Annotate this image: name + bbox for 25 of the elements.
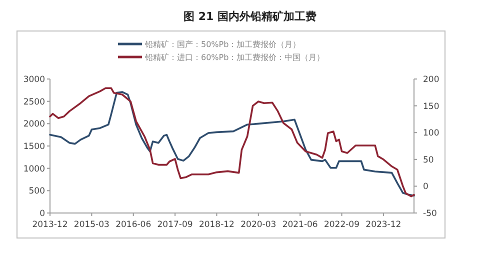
x-tick-label: 2017-09	[157, 220, 193, 230]
x-tick-label: 2022-09	[324, 220, 360, 230]
y-tick-label: 2500	[23, 97, 45, 108]
y-tick-label: 1500	[23, 142, 45, 152]
y2-tick-label: 50	[423, 155, 434, 166]
x-tick-label: 2020-03	[240, 220, 276, 230]
y-tick-label: 3000	[23, 75, 45, 85]
legend-label: 铅精矿：国产：50%Pb：加工费报价（月）	[144, 40, 301, 49]
x-tick-label: 2013-12	[32, 220, 68, 230]
x-tick-label: 2016-06	[116, 220, 152, 230]
y-tick-label: 0	[40, 209, 45, 219]
chart-title: 图 21 国内外铅精矿加工费	[184, 10, 316, 23]
y-tick-label: 1000	[23, 164, 45, 174]
x-tick-label: 2023-12	[366, 220, 402, 230]
y2-tick-label: 150	[423, 102, 440, 112]
x-tick-label: 2015-03	[74, 220, 110, 230]
x-tick-label: 2018-12	[198, 220, 234, 230]
y2-tick-label: 100	[423, 128, 440, 139]
y2-tick-label: 200	[423, 75, 440, 85]
x-tick-label: 2021-06	[282, 220, 318, 230]
legend-label: 铅精矿：进口：60%Pb：加工费报价：中国（月）	[144, 53, 325, 62]
y-tick-label: 500	[28, 186, 45, 197]
y2-tick-label: -50	[423, 209, 437, 219]
y2-tick-label: 0	[423, 182, 428, 192]
y-tick-label: 2000	[23, 120, 45, 130]
